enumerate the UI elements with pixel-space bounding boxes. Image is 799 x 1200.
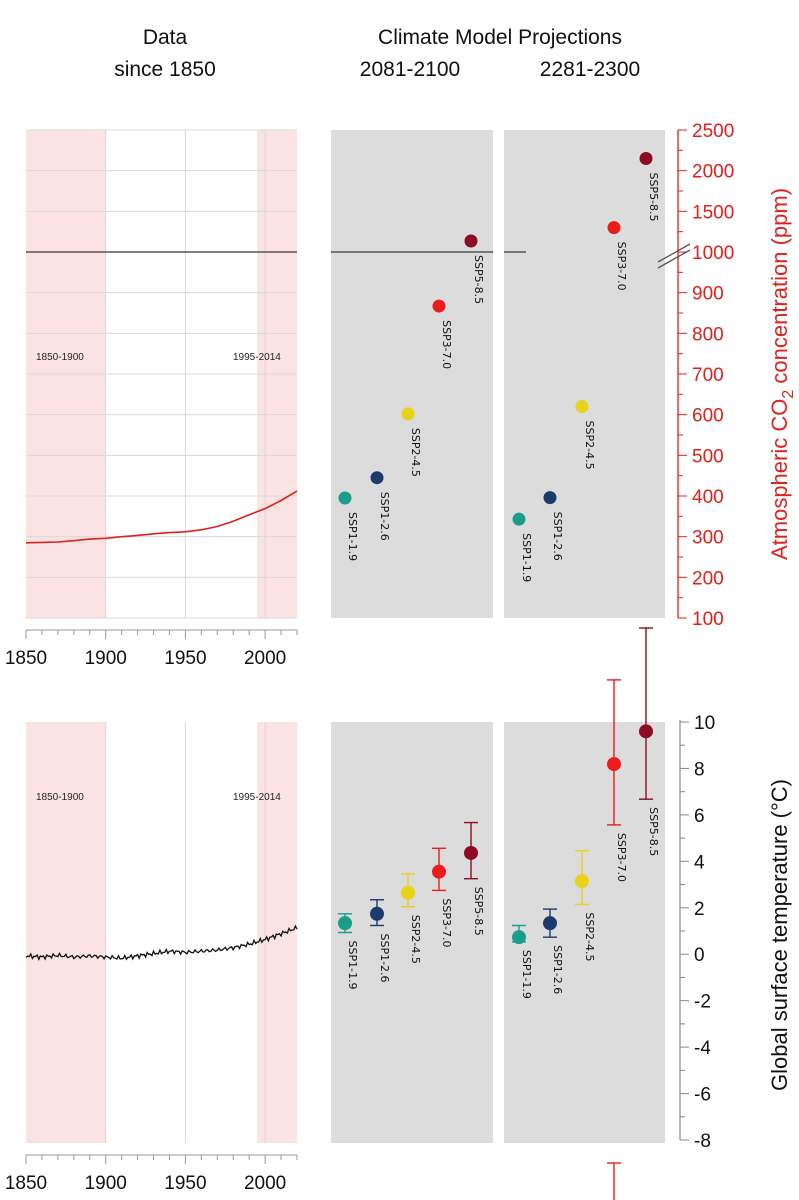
temp-period-label: 1995-2014 — [233, 792, 281, 803]
temp-point-ssp3-7.0 — [432, 864, 446, 879]
temp-y-tick-label: 8 — [694, 759, 705, 780]
data-title: Data — [143, 26, 188, 49]
temp-scenario-label: SSP1-2.6 — [551, 945, 564, 994]
co2-x-tick-label: 1850 — [5, 648, 47, 669]
co2-x-tick-label: 1900 — [85, 648, 127, 669]
temp-point-ssp2-4.5 — [575, 874, 589, 889]
co2-scenario-label: SSP1-1.9 — [346, 512, 359, 561]
co2-y-axis-label-end: concentration (ppm) — [767, 188, 792, 390]
temp-y-tick-label: -2 — [694, 992, 711, 1013]
data-subtitle: since 1850 — [114, 58, 216, 81]
co2-point-ssp2-4.5 — [401, 407, 415, 421]
co2-y-tick-label: 700 — [692, 365, 724, 386]
co2-scenario-label: SSP2-4.5 — [409, 428, 422, 477]
temp-proj-panel-2081 — [331, 722, 493, 1143]
temp-y-tick-label: -8 — [694, 1131, 711, 1152]
co2-scenario-label: SSP3-7.0 — [440, 320, 453, 369]
co2-scenario-label: SSP5-8.5 — [647, 172, 660, 221]
co2-y-axis-label-sub: 2 — [780, 390, 797, 399]
temp-scenario-label: SSP2-4.5 — [409, 915, 422, 964]
temp-x-tick-label: 1850 — [5, 1173, 47, 1194]
co2-point-ssp2-4.5 — [575, 400, 589, 414]
temp-y-axis-label: Global surface temperature (°C) — [767, 779, 792, 1091]
temp-x-tick-label: 2000 — [244, 1173, 286, 1194]
temp-scenario-label: SSP1-1.9 — [346, 941, 359, 990]
co2-proj-panel-2281 — [504, 130, 665, 618]
temp-y-tick-label: 2 — [694, 899, 705, 920]
period-2281-2300: 2281-2300 — [540, 58, 640, 81]
co2-point-ssp1-1.9 — [512, 512, 526, 526]
co2-panel: 1850-1900 1995-2014 1850 1900 1950 2000 100 200… — [5, 121, 797, 669]
co2-point-ssp1-2.6 — [370, 471, 384, 485]
co2-y-tick-label: 900 — [692, 284, 724, 305]
temp-point-ssp1-2.6 — [370, 906, 384, 921]
co2-x-tick-label: 2000 — [244, 648, 286, 669]
projections-title: Climate Model Projections — [378, 26, 622, 49]
temp-period-label: 1850-1900 — [36, 792, 84, 803]
temp-historical-line — [25, 924, 298, 962]
co2-point-ssp5-8.5 — [639, 151, 653, 165]
co2-scenario-label: SSP2-4.5 — [583, 421, 596, 470]
co2-axis-break-mark — [657, 243, 691, 263]
co2-y-tick-label: 500 — [692, 446, 724, 467]
temp-shaded-period — [257, 722, 297, 1143]
temp-y-tick-label: 0 — [694, 945, 705, 966]
co2-y-tick-label: 1000 — [692, 243, 734, 264]
co2-y-tick-label: 1500 — [692, 202, 734, 223]
temp-proj-panel-2281 — [504, 722, 665, 1143]
co2-y-tick-label: 200 — [692, 568, 724, 589]
co2-period-label: 1995-2014 — [233, 352, 281, 363]
co2-period-label: 1850-1900 — [36, 352, 84, 363]
temp-point-ssp1-1.9 — [512, 930, 526, 945]
co2-x-tick-label: 1950 — [164, 648, 206, 669]
co2-y-tick-label: 800 — [692, 324, 724, 345]
co2-point-ssp3-7.0 — [432, 299, 446, 313]
co2-proj-panel-2081 — [331, 130, 493, 618]
temp-scenario-label: SSP5-8.5 — [472, 887, 485, 936]
co2-scenario-label: SSP3-7.0 — [615, 242, 628, 291]
temp-scenario-label: SSP5-8.5 — [647, 807, 660, 856]
co2-historical-line — [25, 490, 298, 544]
co2-y-tick-label: 600 — [692, 406, 724, 427]
co2-scenario-label: SSP1-1.9 — [520, 533, 533, 582]
co2-point-ssp3-7.0 — [607, 221, 621, 235]
temp-point-ssp5-8.5 — [639, 724, 653, 739]
co2-scenario-label: SSP5-8.5 — [472, 255, 485, 304]
co2-y-tick-label: 100 — [692, 609, 724, 630]
co2-y-tick-label: 300 — [692, 528, 724, 549]
temp-point-ssp1-1.9 — [338, 916, 352, 931]
temp-point-ssp3-7.0 — [607, 757, 621, 772]
temp-point-ssp5-8.5 — [464, 845, 478, 860]
temperature-panel: 1850-1900 1995-2014 1850 1900 1950 2000 -8 -6 -4… — [5, 627, 792, 1200]
co2-point-ssp1-2.6 — [543, 491, 557, 505]
temp-y-tick-label: 6 — [694, 806, 705, 827]
temp-scenario-label: SSP1-2.6 — [378, 933, 391, 982]
co2-y-tick-label: 400 — [692, 487, 724, 508]
co2-scenario-label: SSP1-2.6 — [551, 512, 564, 561]
co2-point-ssp1-1.9 — [338, 491, 352, 505]
co2-point-ssp5-8.5 — [464, 234, 478, 248]
co2-axis-break-mark — [657, 249, 691, 269]
temp-point-ssp1-2.6 — [543, 916, 557, 931]
temp-scenario-label: SSP1-1.9 — [520, 950, 533, 999]
temp-x-tick-label: 1900 — [85, 1173, 127, 1194]
co2-scenario-label: SSP1-2.6 — [378, 492, 391, 541]
temp-x-tick-label: 1950 — [164, 1173, 206, 1194]
temp-y-tick-label: 10 — [694, 713, 715, 734]
co2-y-tick-label: 2000 — [692, 162, 734, 183]
co2-y-axis-label: Atmospheric CO2 concentration (ppm) — [767, 188, 797, 560]
temp-scenario-label: SSP3-7.0 — [615, 833, 628, 882]
period-2081-2100: 2081-2100 — [360, 58, 460, 81]
temp-y-tick-label: -4 — [694, 1038, 711, 1059]
co2-y-axis-label-main: Atmospheric CO — [767, 399, 792, 560]
temp-shaded-period — [26, 722, 106, 1143]
temp-scenario-label: SSP3-7.0 — [440, 898, 453, 947]
temp-scenario-label: SSP2-4.5 — [583, 912, 596, 961]
temp-point-ssp2-4.5 — [401, 885, 415, 900]
co2-y-tick-label: 2500 — [692, 121, 734, 142]
temp-y-tick-label: 4 — [694, 852, 705, 873]
temp-y-tick-label: -6 — [694, 1085, 711, 1106]
